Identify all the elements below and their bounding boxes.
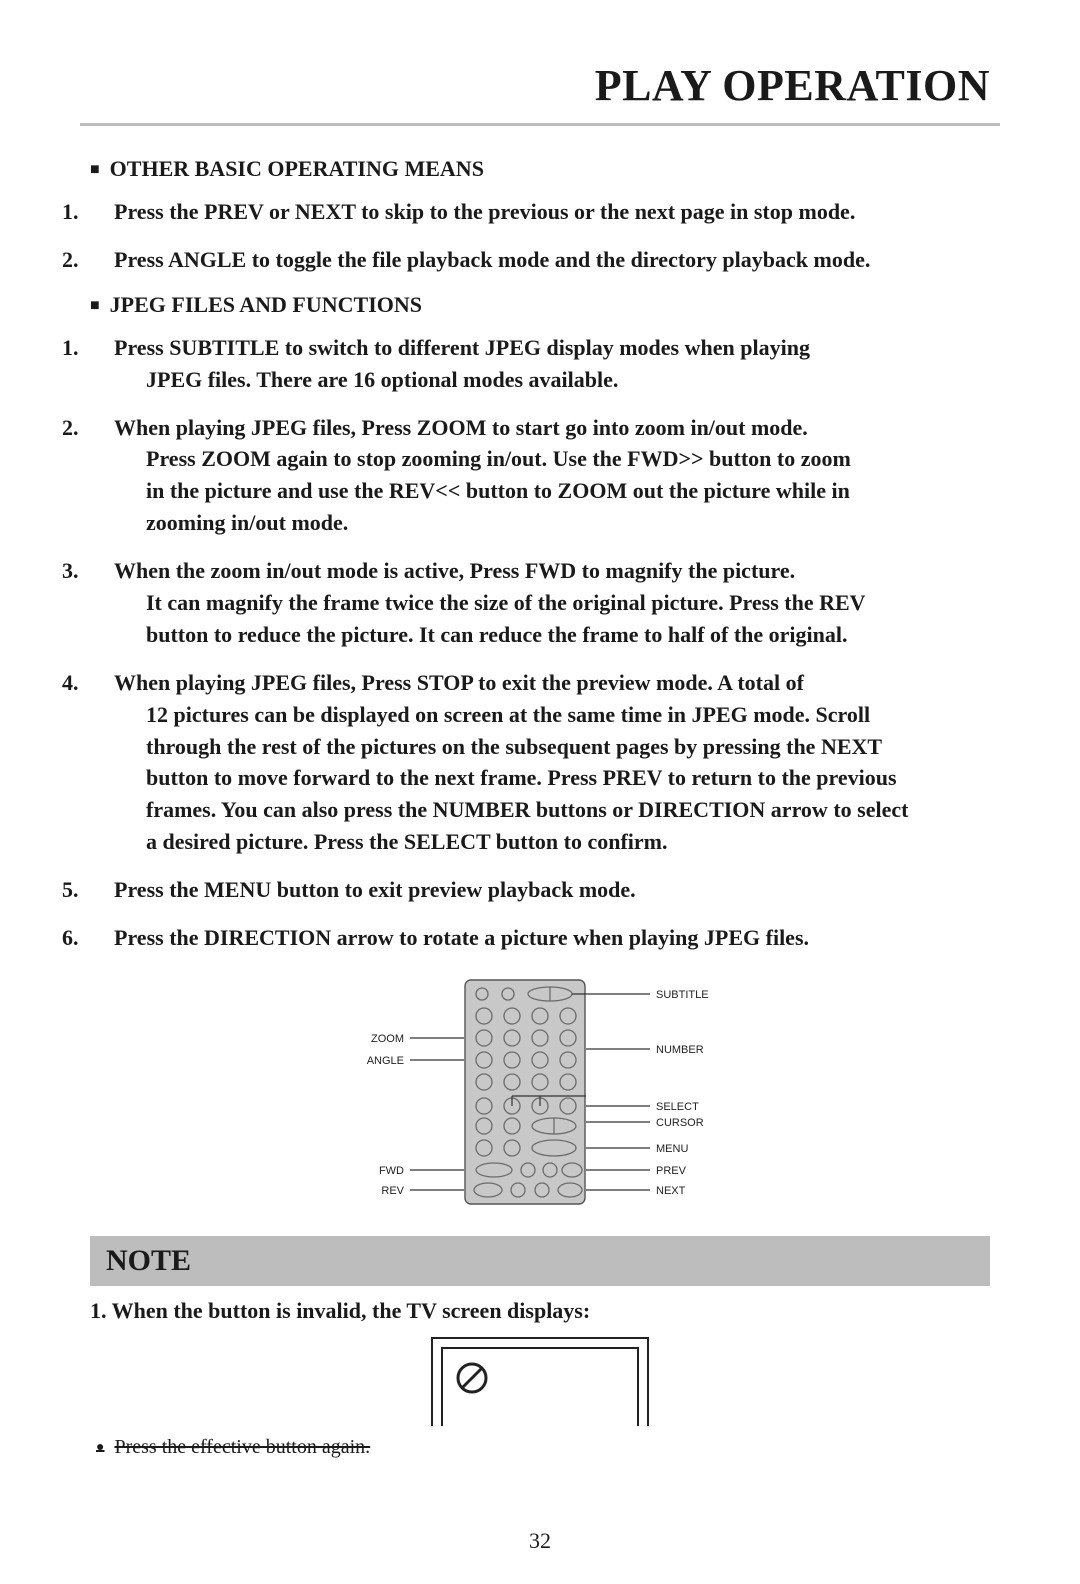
list-item: 1.Press the PREV or NEXT to skip to the …: [90, 196, 990, 228]
list-item: 3.When the zoom in/out mode is active, P…: [90, 555, 990, 651]
label-menu: MENU: [656, 1143, 688, 1155]
label-select: SELECT: [656, 1101, 699, 1113]
label-prev: PREV: [656, 1165, 687, 1177]
label-number: NUMBER: [656, 1044, 704, 1056]
list-jpeg: 1.Press SUBTITLE to switch to different …: [90, 332, 990, 954]
page-title: PLAY OPERATION: [90, 60, 990, 111]
note-bullet: Press the effective button again.: [96, 1436, 990, 1459]
page-number: 32: [0, 1528, 1080, 1554]
label-subtitle: SUBTITLE: [656, 989, 709, 1001]
note-line: 1. When the button is invalid, the TV sc…: [90, 1298, 990, 1324]
list-item: 4.When playing JPEG files, Press STOP to…: [90, 667, 990, 858]
label-fwd: FWD: [379, 1165, 404, 1177]
label-angle: ANGLE: [367, 1055, 404, 1067]
remote-diagram: SUBTITLE ZOOM ANGLE NUMBER SELECT CURSOR…: [250, 972, 830, 1212]
note-heading: NOTE: [90, 1236, 990, 1286]
label-zoom: ZOOM: [371, 1033, 404, 1045]
label-next: NEXT: [656, 1185, 686, 1197]
title-rule: [80, 123, 1000, 126]
section-heading-jpeg: JPEG FILES AND FUNCTIONS: [90, 292, 990, 318]
list-item: 1.Press SUBTITLE to switch to different …: [90, 332, 990, 396]
manual-page: PLAY OPERATION OTHER BASIC OPERATING MEA…: [0, 0, 1080, 1584]
list-item: 2.When playing JPEG files, Press ZOOM to…: [90, 412, 990, 540]
list-item: 5.Press the MENU button to exit preview …: [90, 874, 990, 906]
list-basic: 1.Press the PREV or NEXT to skip to the …: [90, 196, 990, 276]
list-item: 2.Press ANGLE to toggle the file playbac…: [90, 244, 990, 276]
section-heading-basic: OTHER BASIC OPERATING MEANS: [90, 156, 990, 182]
highlight: to the previous or the next page in stop…: [430, 199, 856, 224]
invalid-screen-diagram: [430, 1336, 650, 1426]
label-rev: REV: [381, 1185, 404, 1197]
list-item: 6.Press the DIRECTION arrow to rotate a …: [90, 922, 990, 954]
label-cursor: CURSOR: [656, 1117, 704, 1129]
